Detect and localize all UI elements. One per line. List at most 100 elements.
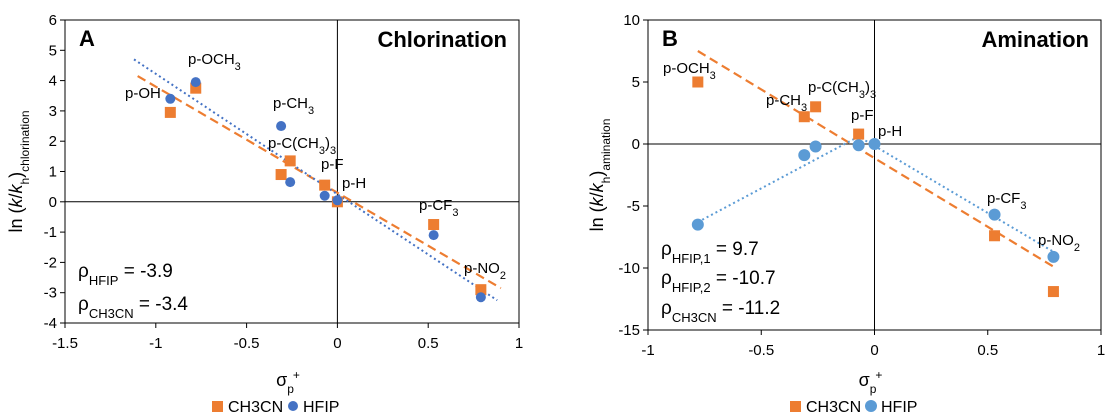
ylabel-slash: / [587,192,607,197]
data-point-ch3cn [319,179,331,191]
x-tick-label: -1.5 [52,335,78,352]
trendline-hfip [133,58,498,302]
label-subscript: 3 [235,61,241,73]
y-tick-label: -10 [618,260,640,277]
data-point-hfip [190,77,201,88]
y-tick-label: -4 [44,315,57,332]
xlabel-superscript: + [293,368,300,382]
y-axis-title: ln (k/kh)chlorination [6,110,32,232]
data-point-ch3cn [989,230,1001,242]
substituent-label: p-CH3 [273,95,314,117]
label-subscript: 3 [452,207,458,219]
rho-subscript: HFIP,2 [672,280,711,295]
substituent-label: p-CF3 [987,190,1026,212]
rho-subscript: HFIP [89,273,119,288]
x-tick-label: 0 [870,342,878,359]
label-subscript: 3 [319,145,325,157]
rho-value: = 9.7 [711,239,759,260]
label-text: p-CF [419,197,452,214]
label-subscript: 3 [710,70,716,82]
xlabel-sigma: σ [276,370,287,390]
label-tail-subscript: 3 [330,145,336,157]
y-tick-label: -5 [627,198,640,215]
x-axis-title: σp+ [859,368,883,396]
substituent-label: p-H [878,123,902,140]
ylabel-k: k [6,198,26,208]
label-subscript: 2 [1074,242,1080,254]
legend: CH3CN HFIP [212,399,339,416]
ylabel-k: k [587,196,607,206]
y-tick-label: 0 [632,136,640,153]
trendline-ch3cn [697,50,1057,269]
rho-value: = -10.7 [711,268,776,289]
rho-value: = -11.2 [717,298,781,319]
panel-letter: B [662,26,678,51]
y-tick-label: -1 [44,224,57,241]
ylabel-close: ) [6,172,26,178]
label-text: p-CF [987,190,1020,207]
label-text: p-OCH [188,51,235,68]
data-point-hfip [285,177,296,188]
legend-label: HFIP [303,399,339,416]
chart-title: Chlorination [377,27,507,52]
data-point-hfip [1047,250,1060,263]
label-subscript: 3 [308,105,314,117]
substituent-label: p-F [851,107,874,124]
data-point-hfip [165,93,176,104]
label-text: p-NO [1038,232,1074,249]
chart-panel-b: -1 -0.5 0 0.5 11050-5-10-15p-OCH3p-CH3p-C(CH… [587,12,1105,416]
label-text: p-C(CH [268,135,319,152]
y-tick-label: 5 [49,42,57,59]
xlabel-superscript: + [875,368,882,382]
x-tick-label: 0.5 [418,335,439,352]
legend-marker-hfip [288,401,298,411]
label-subscript: 3 [801,102,807,114]
y-tick-label: 0 [49,194,57,211]
label-text: p-H [878,123,902,140]
label-text: p-H [342,175,366,192]
label-text: p-CH [273,95,308,112]
label-text: p-CH [766,92,801,109]
ylabel-h-sub: h [18,178,32,185]
rho-annotation: ρCH3CN = -3.4 [78,294,188,321]
rho-symbol: ρ [78,294,89,315]
label-subscript: 2 [500,270,506,282]
x-tick-label: -1 [641,342,654,359]
substituent-label: p-C(CH3)3 [268,135,336,157]
xlabel-subscript: p [287,382,294,396]
legend-label: CH3CN [228,399,283,416]
rho-symbol: ρ [661,298,672,319]
rho-symbol: ρ [661,268,672,289]
substituent-label: p-NO2 [464,260,506,282]
label-text: p-F [321,156,344,173]
label-text: p-NO [464,260,500,277]
data-point-hfip [691,218,704,231]
legend-marker-hfip [865,400,877,412]
rho-annotation: ρHFIP,1 = 9.7 [661,239,759,266]
trendline-hfip [697,135,1057,254]
label-subscript: 3 [1020,200,1026,212]
legend-marker-ch3cn [212,401,223,412]
x-tick-label: -1 [149,335,162,352]
data-point-hfip [319,190,330,201]
xlabel-sigma: σ [859,370,870,390]
substituent-label: p-F [321,156,344,173]
x-axis-title: σp+ [276,368,300,396]
x-tick-label: 1 [1097,342,1105,359]
substituent-label: p-NO2 [1038,232,1080,254]
rho-value: = -3.4 [134,294,189,315]
x-tick-label: 0 [333,335,341,352]
rho-symbol: ρ [78,261,89,282]
ylabel-kh: k [6,184,26,194]
chart-title: Amination [981,27,1089,52]
y-tick-label: 5 [632,74,640,91]
label-tail: ) [325,135,330,152]
xlabel-subscript: p [870,382,877,396]
substituent-label: p-H [342,175,366,192]
data-point-hfip [868,138,881,150]
rho-subscript: CH3CN [89,306,134,321]
ylabel-slash: / [6,194,26,199]
y-axis-title: ln (k/kh)amination [587,119,613,232]
label-tail-subscript: 3 [870,89,876,101]
